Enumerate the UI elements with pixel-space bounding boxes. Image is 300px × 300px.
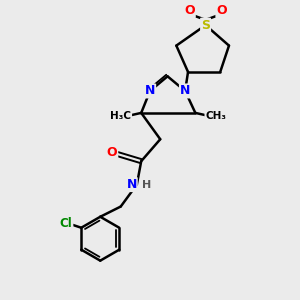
Text: O: O — [107, 146, 117, 159]
Text: H: H — [142, 180, 151, 190]
Text: H₃C: H₃C — [110, 111, 131, 121]
Text: O: O — [216, 4, 227, 17]
Text: N: N — [126, 178, 137, 191]
Text: S: S — [201, 19, 210, 32]
Text: N: N — [180, 85, 190, 98]
Text: Cl: Cl — [60, 218, 72, 230]
Text: CH₃: CH₃ — [205, 111, 226, 121]
Text: N: N — [145, 85, 155, 98]
Text: O: O — [184, 4, 195, 17]
